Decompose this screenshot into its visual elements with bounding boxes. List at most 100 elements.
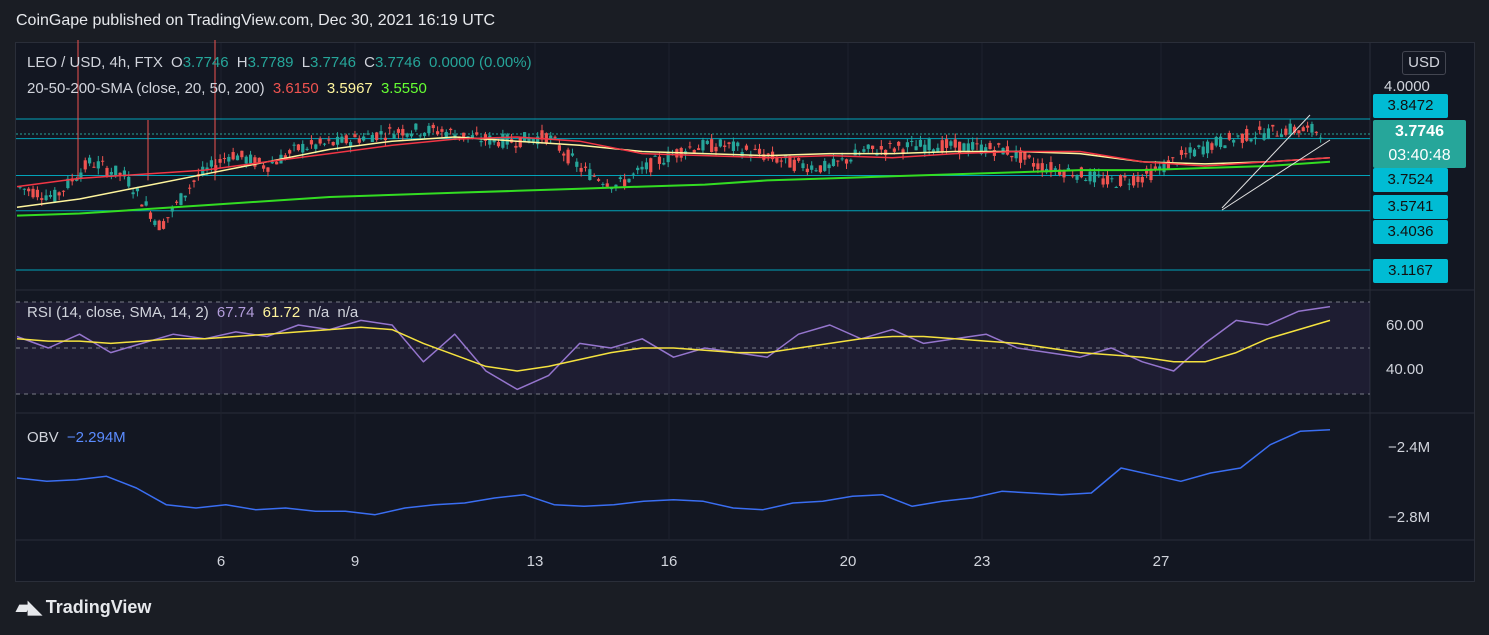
candle-body — [840, 158, 844, 160]
candle-body — [618, 177, 622, 180]
x-label-16: 16 — [660, 553, 678, 570]
candle-body — [396, 129, 401, 133]
candle-body — [179, 193, 183, 205]
candle-body — [897, 141, 901, 146]
candle-body — [757, 148, 762, 154]
candle-body — [810, 165, 814, 170]
candle-body — [366, 133, 370, 135]
rsi-na-1: n/a — [308, 304, 330, 321]
candle-body — [1306, 125, 1310, 128]
currency-button[interactable]: USD — [1402, 51, 1446, 75]
candle-body — [1262, 133, 1266, 140]
candle-body — [884, 149, 888, 156]
price-axis-label-top: 4.0000 — [1384, 78, 1430, 95]
candle-body — [862, 149, 866, 152]
candle-body — [470, 135, 474, 140]
candle-body — [888, 143, 892, 145]
candle-body — [357, 138, 361, 143]
candle-body — [1188, 147, 1192, 153]
candle-body — [161, 221, 166, 229]
candle-body — [114, 165, 118, 176]
candle-body — [1053, 168, 1057, 171]
candle-body — [1288, 123, 1292, 135]
candle-body — [1292, 126, 1297, 133]
candle-body — [353, 134, 357, 138]
candle-body — [697, 148, 701, 151]
candle-body — [192, 180, 196, 182]
candle-body — [1145, 168, 1149, 174]
candle-body — [1079, 167, 1083, 178]
candle-body — [88, 157, 92, 164]
candle-body — [109, 172, 113, 175]
candle-body — [383, 137, 387, 141]
candle-body — [736, 142, 740, 147]
candle-body — [148, 212, 153, 219]
candle-body — [775, 157, 779, 163]
candle-body — [35, 189, 39, 198]
chart-frame[interactable] — [15, 42, 1475, 582]
candle-body — [962, 143, 966, 151]
sma50-value: 3.5967 — [326, 80, 373, 97]
x-label-27: 27 — [1152, 553, 1170, 570]
candle-body — [1210, 143, 1214, 150]
x-label-20: 20 — [839, 553, 857, 570]
ohlc-high: 3.7789 — [247, 54, 294, 71]
candle-body — [1127, 183, 1131, 185]
candle-body — [1219, 136, 1223, 147]
obv-label: OBV — [27, 429, 59, 446]
candle-body — [936, 147, 940, 153]
candle-body — [910, 140, 914, 142]
candle-body — [266, 167, 270, 172]
candle-body — [235, 155, 240, 161]
candle-body — [836, 160, 840, 162]
candle-body — [53, 189, 57, 202]
candle-body — [418, 135, 422, 137]
candle-body — [318, 138, 322, 144]
candle-body — [322, 143, 327, 145]
rsi-legend: RSI (14, close, SMA, 14, 2) 67.74 61.72 … — [27, 304, 362, 321]
candle-body — [166, 217, 170, 219]
candle-body — [514, 145, 518, 148]
candle-body — [814, 170, 818, 172]
candle-body — [562, 153, 566, 156]
candle-body — [240, 150, 244, 158]
x-label-23: 23 — [973, 553, 991, 570]
candle-body — [662, 162, 666, 165]
candle-body — [557, 145, 561, 151]
candle-body — [40, 198, 44, 200]
ohlc-o-label: O — [171, 54, 183, 71]
candle-body — [253, 157, 257, 167]
candle-body — [923, 144, 927, 153]
candle-body — [440, 129, 444, 132]
candle-body — [944, 139, 949, 148]
candle-body — [335, 136, 340, 145]
candle-body — [596, 179, 601, 181]
candle-body — [979, 144, 983, 154]
candle-body — [601, 183, 605, 185]
candle-body — [79, 172, 83, 178]
candle-body — [496, 142, 501, 147]
candle-body — [570, 153, 575, 156]
sma20-value: 3.6150 — [272, 80, 319, 97]
candle-body — [1162, 161, 1166, 173]
candle-body — [66, 178, 70, 189]
candle-body — [801, 163, 805, 169]
candle-body — [914, 146, 918, 151]
candle-body — [22, 188, 26, 190]
candle-body — [505, 134, 509, 145]
candle-body — [1136, 176, 1140, 182]
sma-legend: 20-50-200-SMA (close, 20, 50, 200) 3.615… — [27, 80, 431, 97]
candle-body — [623, 179, 627, 187]
candle-body — [248, 154, 253, 164]
candle-body — [892, 148, 896, 152]
candle-body — [1092, 171, 1097, 183]
candle-body — [475, 132, 479, 135]
candle-body — [692, 149, 696, 153]
candle-body — [327, 139, 331, 141]
candle-body — [1031, 163, 1036, 167]
candle-body — [1245, 129, 1249, 141]
tradingview-logo[interactable]: ▰◣ TradingView — [16, 597, 151, 618]
candle-body — [222, 158, 227, 160]
candle-body — [705, 140, 709, 144]
